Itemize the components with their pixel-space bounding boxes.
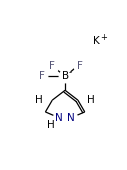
Text: H: H [47, 120, 55, 130]
Text: F: F [49, 61, 55, 71]
Text: H: H [35, 95, 43, 105]
Text: F: F [77, 61, 83, 71]
Text: F: F [38, 72, 44, 81]
Text: B: B [61, 72, 69, 81]
Text: N: N [67, 113, 75, 123]
Text: +: + [101, 33, 107, 42]
Text: -: - [69, 68, 72, 77]
Text: N: N [55, 113, 63, 123]
Text: H: H [87, 95, 95, 105]
Text: K: K [93, 36, 100, 46]
